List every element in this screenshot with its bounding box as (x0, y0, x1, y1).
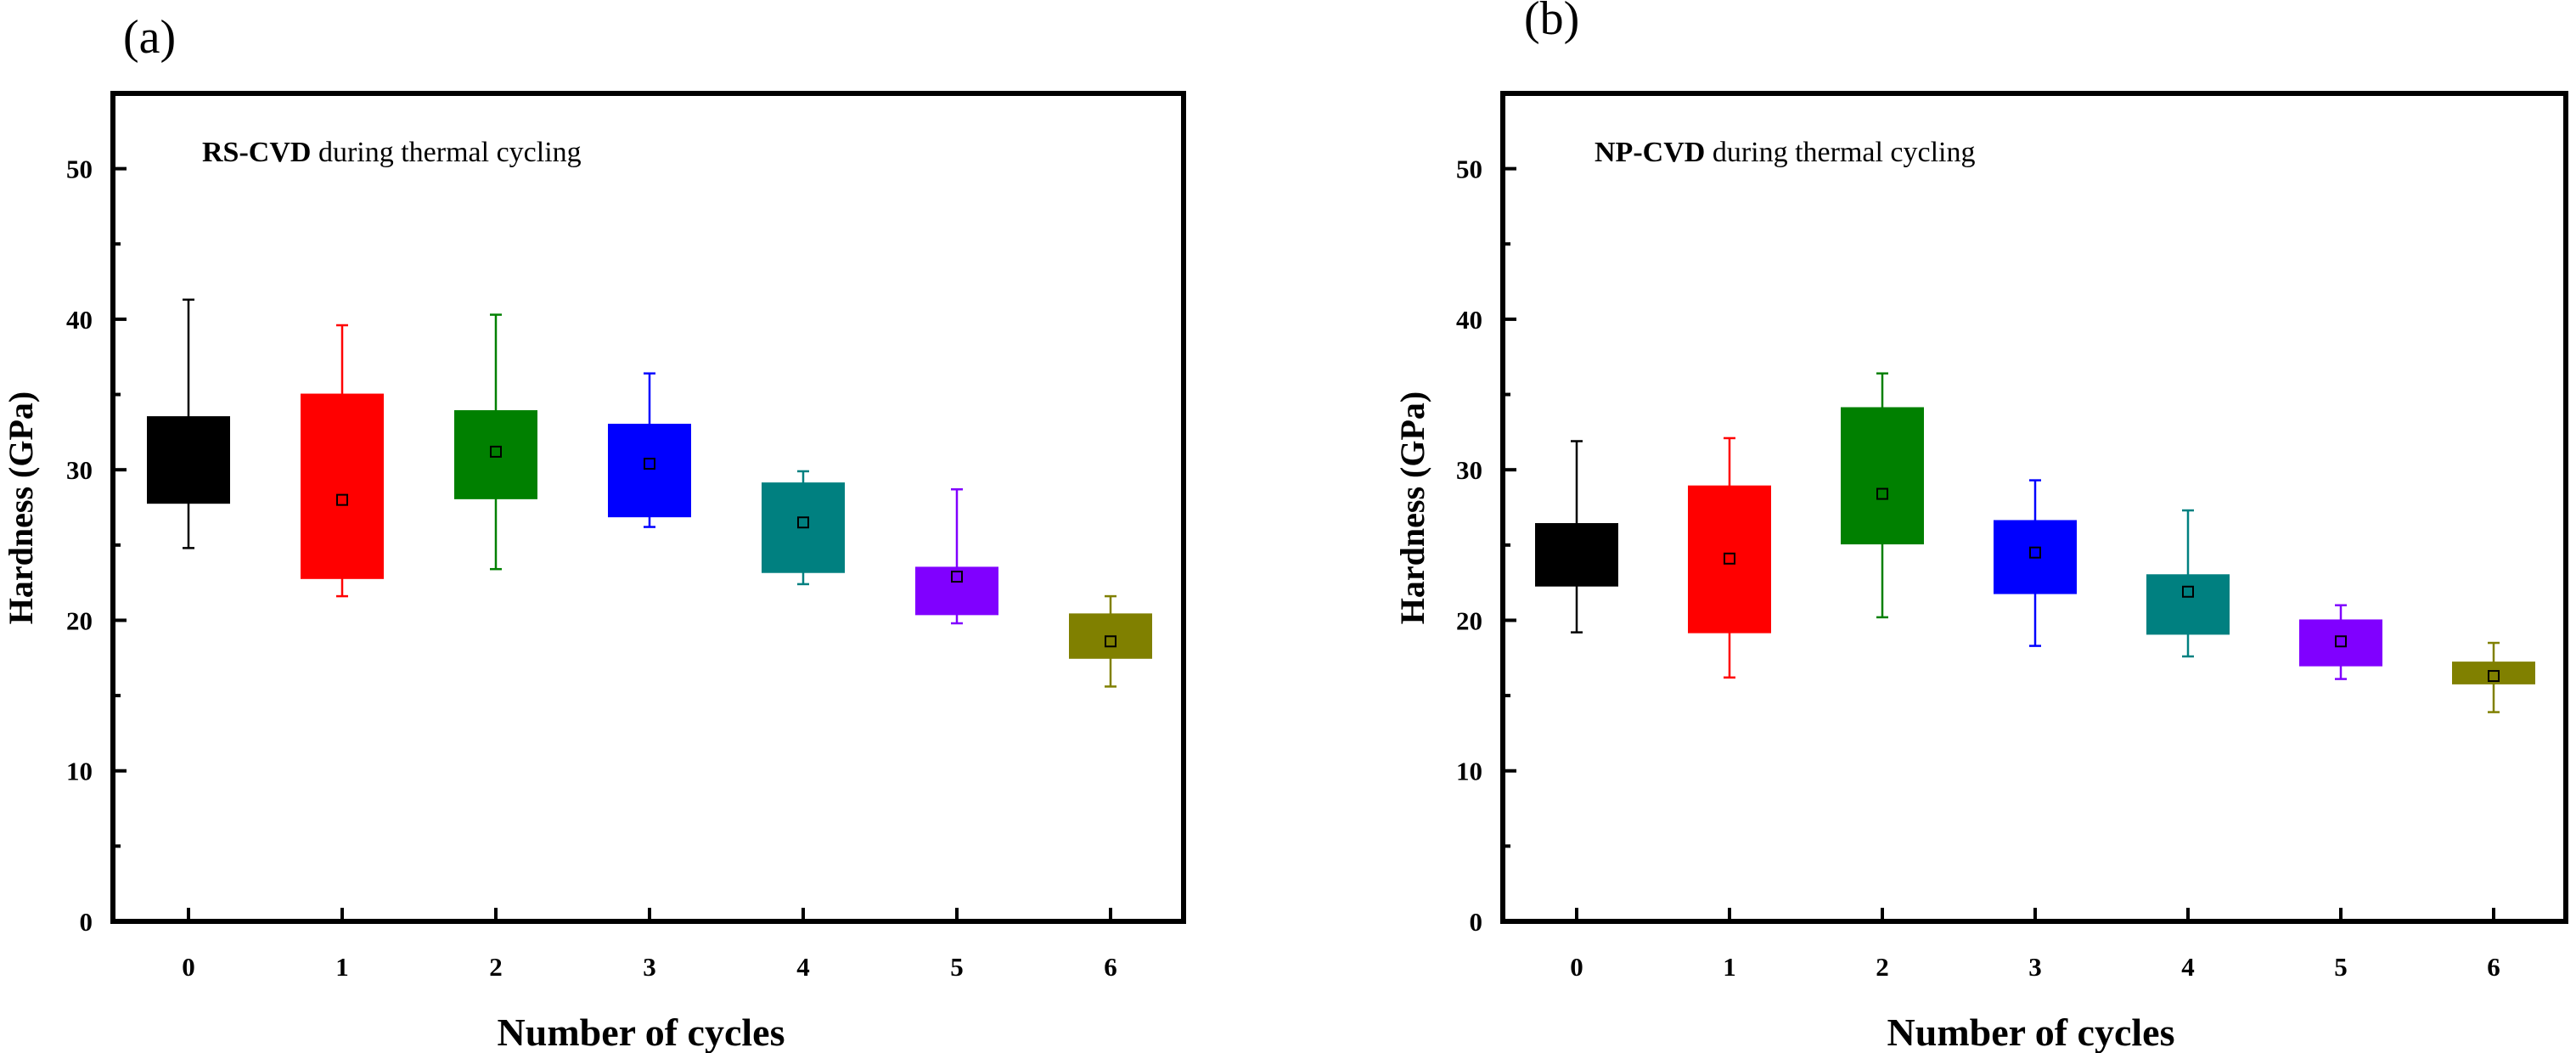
box-b-5 (2299, 619, 2382, 667)
annotation-a: RS-CVD during thermal cycling (202, 137, 582, 168)
x-tick-label-b: 5 (2334, 952, 2348, 982)
y-tick-label-b: 0 (1470, 907, 1483, 937)
x-tick-label-a: 3 (643, 952, 656, 982)
y-axis-title-a: Hardness (GPa) (2, 391, 40, 624)
box-b-4 (2146, 574, 2230, 635)
panel-a: (a) RS-CVD during thermal cycling 010203… (2, 11, 1186, 1053)
x-tick-label-b: 2 (1876, 952, 1889, 982)
mean-marker-a-6 (1105, 635, 1116, 648)
box-b-6 (2452, 662, 2535, 684)
box-a-2 (454, 410, 537, 499)
annotation-a-rest: during thermal cycling (311, 137, 581, 168)
plot-frame-a (110, 91, 1186, 924)
y-tick-label-a: 10 (66, 757, 93, 786)
x-tick-label-a: 5 (950, 952, 964, 982)
box-a-5 (915, 566, 998, 616)
mean-marker-a-4 (797, 516, 809, 529)
x-tick-label-b: 0 (1570, 952, 1583, 982)
annotation-b: NP-CVD during thermal cycling (1595, 137, 1976, 168)
box-b-1 (1688, 485, 1771, 633)
box-a-1 (301, 393, 384, 579)
x-tick-label-a: 4 (796, 952, 810, 982)
mean-marker-b-5 (2335, 635, 2347, 648)
annotation-b-rest: during thermal cycling (1705, 137, 1975, 168)
mean-marker-a-5 (951, 571, 963, 583)
box-b-0 (1535, 523, 1618, 587)
y-tick-label-a: 30 (66, 455, 93, 485)
y-tick-label-b: 10 (1456, 757, 1482, 786)
y-tick-label-b: 40 (1456, 305, 1482, 335)
mean-marker-a-1 (336, 493, 348, 506)
x-tick-label-b: 3 (2028, 952, 2042, 982)
mean-marker-b-2 (1876, 487, 1888, 500)
mean-marker-b-6 (2488, 670, 2500, 683)
x-axis-title-b: Number of cycles (1887, 1011, 2175, 1053)
annotation-b-bold: NP-CVD (1595, 137, 1705, 168)
x-tick-label-a: 0 (182, 952, 195, 982)
x-tick-label-a: 2 (489, 952, 503, 982)
y-tick-label-a: 0 (80, 907, 93, 937)
y-tick-label-a: 40 (66, 305, 93, 335)
annotation-a-bold: RS-CVD (202, 137, 311, 168)
chart-marks-a: 0 10 20 30 40 50 0 1 2 3 4 5 6 (66, 155, 1152, 982)
mean-marker-b-1 (1724, 552, 1735, 565)
box-a-3 (608, 424, 691, 518)
box-b-2 (1841, 407, 1924, 545)
x-tick-label-b: 4 (2181, 952, 2195, 982)
panel-b: (b) NP-CVD during thermal cycling 010203… (1393, 0, 2568, 1053)
panel-label-b: (b) (1524, 0, 1579, 45)
x-tick-label-a: 1 (335, 952, 349, 982)
y-tick-label-a: 20 (66, 605, 93, 635)
box-a-0 (147, 416, 230, 504)
y-axis-title-b: Hardness (GPa) (1393, 391, 1431, 624)
panel-label-a: (a) (123, 11, 176, 64)
y-tick-label-b: 20 (1456, 605, 1482, 635)
x-axis-title-a: Number of cycles (498, 1011, 785, 1053)
chart-marks-b: 0 10 20 30 40 50 0 1 2 3 4 5 6 (1456, 155, 2535, 982)
y-tick-label-b: 50 (1456, 155, 1482, 184)
x-tick-label-b: 6 (2487, 952, 2500, 982)
mean-marker-b-3 (2029, 546, 2041, 559)
mean-marker-a-2 (490, 445, 502, 458)
y-tick-label-a: 50 (66, 155, 93, 184)
x-tick-label-a: 6 (1104, 952, 1117, 982)
plot-frame-b (1500, 91, 2568, 924)
x-tick-label-b: 1 (1723, 952, 1736, 982)
mean-marker-b-4 (2182, 585, 2194, 598)
y-tick-label-b: 30 (1456, 455, 1482, 485)
mean-marker-a-3 (644, 458, 655, 470)
